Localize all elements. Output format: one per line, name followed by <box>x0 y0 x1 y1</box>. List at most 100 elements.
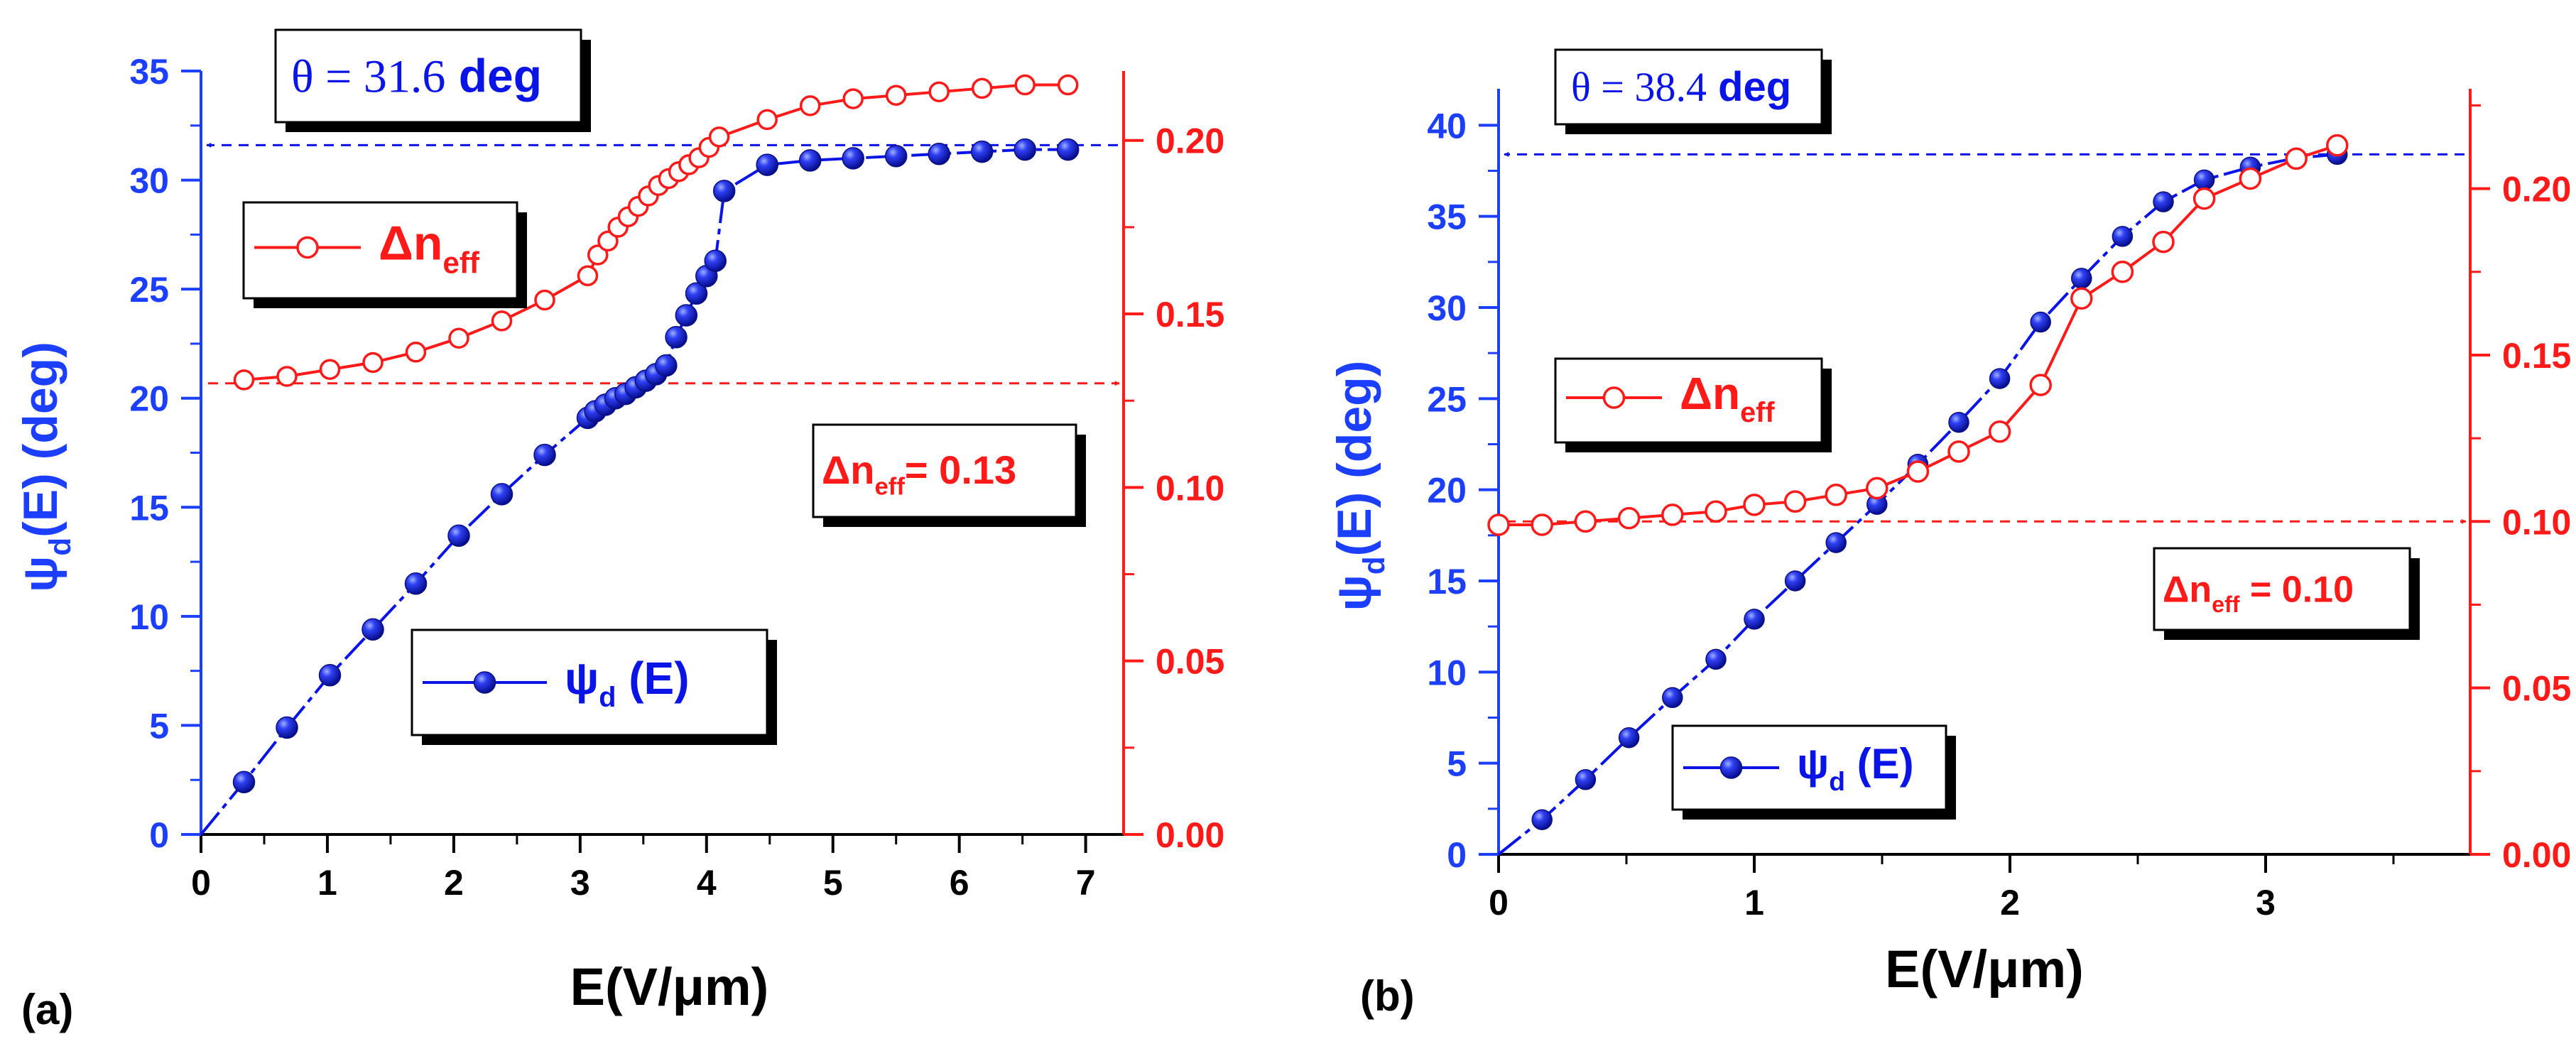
psi-data-point <box>712 180 736 202</box>
dn-data-point <box>534 289 555 311</box>
legend-label: Δneff <box>379 217 480 280</box>
label-base: Δn <box>2163 570 2212 611</box>
left-y-tick-label: 10 <box>129 597 169 637</box>
theta-annotation: θ = 38.4 deg <box>1571 64 1791 110</box>
dn-data-point <box>928 81 950 103</box>
psi-data-point <box>1948 411 1969 433</box>
left-y-tick-label: 30 <box>129 161 169 201</box>
dn-data-point <box>1661 504 1684 526</box>
label-rest: (E) (deg) <box>13 342 67 538</box>
label-base: ψ <box>565 653 599 704</box>
psi-data-point <box>675 304 698 327</box>
x-tick-label: 1 <box>317 863 337 903</box>
dn-data-point <box>448 327 469 349</box>
dn-data-point <box>597 230 619 252</box>
x-tick-label: 2 <box>2000 883 2020 923</box>
theta-annotation-box <box>274 28 582 124</box>
dn-data-point <box>756 109 778 131</box>
psi-data-point <box>1662 687 1683 709</box>
dn-data-point <box>1825 484 1847 506</box>
x-tick-label: 2 <box>444 863 464 903</box>
left-y-tick-label: 20 <box>1427 471 1467 511</box>
label-subscript: eff <box>874 474 905 501</box>
left-y-tick-label: 35 <box>129 52 169 92</box>
label-base: Δn <box>379 217 442 271</box>
legend-box-dn <box>1554 357 1823 444</box>
right-y-tick-label: 0.10 <box>2502 502 2571 542</box>
label-subscript: d <box>1357 556 1391 575</box>
legend-ball-marker <box>473 671 496 694</box>
psi-data-point <box>1618 727 1640 749</box>
dn-data-point <box>2326 134 2349 157</box>
dn-data-point <box>1487 513 1510 536</box>
left-y-tick-label: 15 <box>129 488 169 528</box>
dn-data-point <box>971 77 993 99</box>
legend-label: ψd (E) <box>1797 740 1914 796</box>
dn-data-point <box>885 85 907 106</box>
psi-data-point <box>2071 268 2092 289</box>
dn-data-point <box>2152 230 2175 254</box>
label-subscript: d <box>43 538 77 556</box>
label-rest: (E) (deg) <box>1327 361 1381 557</box>
x-tick-label: 0 <box>1489 883 1509 923</box>
dn-data-point <box>842 88 864 109</box>
dn-data-point <box>1743 494 1766 516</box>
dn-data-point <box>491 310 513 332</box>
psi-data-point <box>798 149 822 172</box>
label-base: Δn <box>1680 368 1740 419</box>
label-rest: (E) <box>616 653 689 704</box>
dn-data-point <box>2111 261 2134 283</box>
left-y-tick-label: 5 <box>149 706 169 746</box>
label-subscript: eff <box>442 246 479 280</box>
dn-data-point <box>405 342 427 363</box>
psi-data-point <box>1013 138 1036 161</box>
dn-data-point <box>1705 500 1727 523</box>
right-y-tick-label: 0.10 <box>1156 468 1224 508</box>
label-base: Δn <box>822 447 874 492</box>
psi-data-point <box>404 572 428 595</box>
label-base: ψ <box>1327 575 1381 611</box>
right-y-tick-label: 0.05 <box>1156 642 1224 682</box>
label-subscript: eff <box>1740 397 1775 428</box>
theta-unit: deg <box>1718 64 1791 110</box>
dn-annotation: Δneff = 0.10 <box>2163 570 2354 618</box>
label-subscript: d <box>599 682 616 713</box>
psi-data-point <box>2153 191 2174 212</box>
legend-box-dn <box>242 201 518 300</box>
dn-data-point <box>1783 490 1807 513</box>
psi-data-point <box>1989 368 2011 389</box>
psi-data-point <box>2112 226 2134 247</box>
label-base: ψ <box>1797 740 1829 788</box>
psi-data-point <box>1705 648 1727 670</box>
label-rest: = 0.10 <box>2240 570 2354 611</box>
label-base: ψ <box>13 556 67 592</box>
label-rest: (E) <box>1845 740 1914 788</box>
label-subscript: eff <box>2212 592 2240 617</box>
left-y-tick-label: 35 <box>1427 197 1467 237</box>
dn-data-point <box>2070 287 2093 310</box>
dn-data-point <box>1574 510 1597 533</box>
psi-data-point <box>970 140 994 163</box>
dn-data-point <box>1866 477 1888 500</box>
x-tick-label: 6 <box>950 863 969 903</box>
left-y-tick-label: 20 <box>129 379 169 419</box>
psi-data-point <box>490 483 513 506</box>
theta-value: θ = 38.4 <box>1571 64 1707 110</box>
right-y-tick-label: 0.20 <box>2502 170 2571 210</box>
psi-data-point <box>655 354 678 377</box>
left-y-tick-label: 15 <box>1427 562 1467 602</box>
psi-data-point <box>1056 138 1080 161</box>
dn-data-point <box>1617 506 1641 530</box>
x-tick-label: 4 <box>697 863 717 903</box>
psi-data-point <box>1825 532 1847 553</box>
right-y-tick-label: 0.15 <box>1156 295 1224 334</box>
theta-unit: deg <box>459 49 542 102</box>
dn-annotation-box <box>812 423 1077 518</box>
legend-ball-marker <box>1719 756 1743 779</box>
right-y-tick-label: 0.15 <box>2502 336 2571 376</box>
left-y-tick-label: 0 <box>149 815 169 855</box>
left-y-tick-label: 40 <box>1427 106 1467 146</box>
dn-data-point <box>1906 460 1930 483</box>
label-subscript: d <box>1829 766 1845 796</box>
legend-label: Δneff <box>1680 368 1775 428</box>
